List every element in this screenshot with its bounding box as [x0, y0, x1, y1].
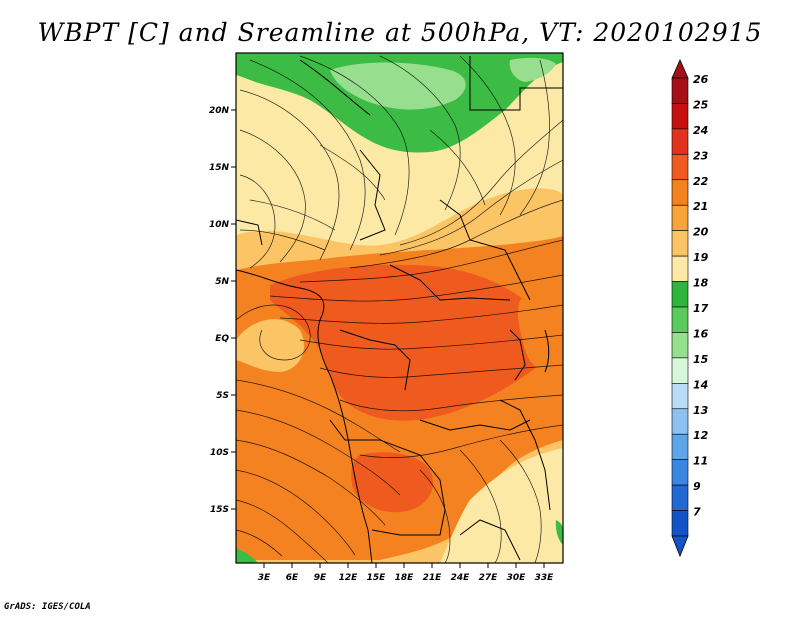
lon-tick-label: 3E [258, 573, 271, 583]
legend-label: 13 [693, 404, 709, 417]
country-borders [236, 56, 563, 563]
legend-label: 21 [693, 200, 708, 213]
lon-tick-label: 18E [395, 573, 415, 583]
streamlines [236, 55, 563, 563]
map-title: WBPT [C] and Sreamline at 500hPa, VT: 20… [37, 18, 763, 47]
legend-label: 12 [693, 429, 709, 442]
lon-axis: 3E 6E 9E 12E 15E 18E 21E 24E 27E 30E 33E [258, 563, 554, 583]
legend-swatch [671, 77, 689, 104]
legend-label: 7 [693, 506, 701, 519]
legend-swatch [671, 357, 689, 384]
legend-swatch [671, 154, 689, 181]
wbpt-17-southeast [555, 520, 563, 545]
legend-label: 25 [693, 98, 709, 111]
lat-tick-label: 15N [209, 163, 230, 173]
lon-tick-label: 9E [314, 573, 327, 583]
legend-labels: 26 25 24 23 22 21 20 19 18 17 16 15 14 13 12 11 9 7 [693, 73, 709, 519]
wbpt-east-strip [517, 285, 563, 380]
lon-tick-label: 12E [339, 573, 359, 583]
legend-swatch [671, 103, 689, 130]
legend-swatch [671, 459, 689, 486]
legend-label: 15 [693, 353, 709, 366]
legend-top-arrow [671, 59, 689, 79]
legend-swatch [671, 281, 689, 308]
legend-swatch [671, 128, 689, 155]
lat-tick-label: 10N [209, 220, 230, 230]
wbpt-western-patch [236, 319, 304, 372]
lat-tick-label: 20N [209, 106, 230, 116]
lat-tick-label: 15S [210, 505, 229, 515]
legend-label: 18 [693, 277, 709, 290]
wbpt-16-north [330, 62, 466, 110]
lon-tick-label: 6E [286, 573, 299, 583]
lon-tick-label: 24E [451, 573, 471, 583]
legend-swatch [671, 204, 689, 231]
legend-label: 24 [693, 124, 708, 137]
legend-swatch [671, 306, 689, 333]
legend-swatch [671, 230, 689, 257]
lat-tick-label: 5N [215, 277, 229, 287]
legend-swatch [671, 433, 689, 460]
grads-credit: GrADS: IGES/COLA [4, 602, 91, 612]
legend-label: 9 [693, 480, 701, 493]
legend-bottom-arrow [671, 535, 689, 558]
legend-swatch [671, 332, 689, 359]
legend-swatch [671, 510, 689, 537]
legend-label: 23 [693, 149, 709, 162]
legend-label: 20 [693, 226, 709, 239]
legend-swatch [671, 255, 689, 282]
legend-label: 26 [693, 73, 709, 86]
wbpt-23-south [351, 452, 434, 513]
legend-label: 22 [693, 175, 709, 188]
legend-label: 17 [693, 302, 709, 315]
legend-boxes [671, 77, 689, 537]
lon-tick-label: 15E [367, 573, 387, 583]
lat-tick-label: EQ [215, 334, 229, 344]
wbpt-southeast-pale [440, 448, 563, 563]
legend-swatch [671, 383, 689, 410]
legend-swatch [671, 408, 689, 435]
lon-tick-label: 30E [507, 573, 527, 583]
legend-swatch [671, 179, 689, 206]
lat-axis: 20N 15N 10N 5N EQ 5S 10S 15S [209, 106, 236, 515]
map-frame [235, 52, 564, 564]
legend-label: 14 [693, 378, 708, 391]
legend-label: 19 [693, 251, 709, 264]
lat-tick-label: 10S [210, 448, 229, 458]
wbpt-17-southwest [236, 548, 258, 563]
legend-label: 16 [693, 327, 709, 340]
lon-tick-label: 27E [479, 573, 499, 583]
lon-tick-label: 33E [535, 573, 555, 583]
lon-tick-label: 21E [423, 573, 443, 583]
legend-swatch [671, 484, 689, 511]
color-legend: 26 25 24 23 22 21 20 19 18 17 16 15 14 13 12 11 9 7 [671, 59, 709, 558]
wbpt-16-northeast [509, 57, 556, 82]
wbpt-23-core [270, 264, 551, 421]
lat-tick-label: 5S [216, 391, 229, 401]
wbpt-shading [236, 53, 563, 563]
legend-label: 11 [693, 455, 708, 468]
